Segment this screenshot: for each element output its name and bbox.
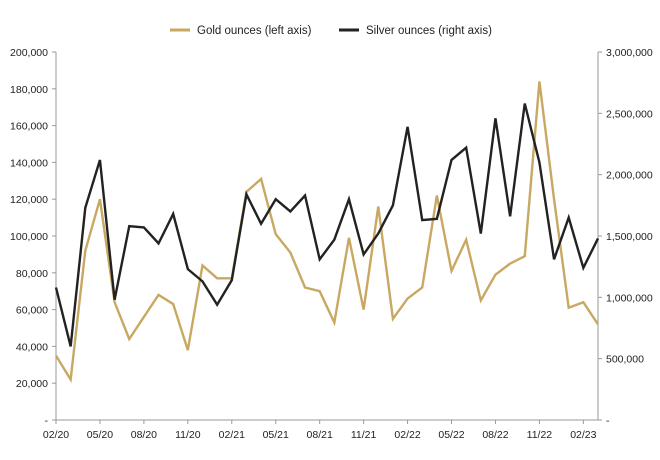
x-tick-label: 11/20 [175, 429, 201, 441]
y-left-tick-label: 160,000 [10, 121, 48, 133]
legend-label-silver: Silver ounces (right axis) [366, 25, 492, 37]
x-tick-label: 08/20 [131, 429, 157, 441]
x-tick-label: 02/22 [394, 429, 420, 441]
y-right-tick-label: 1,500,000 [606, 231, 653, 243]
y-right-tick-label: 3,000,000 [606, 47, 653, 59]
x-tick-label: 05/20 [87, 429, 113, 441]
y-left-axis-ticks: - 20,000 40,000 60,000 80,000 100,000 120,000 1… [10, 47, 56, 427]
y-left-tick-label: 20,000 [16, 378, 48, 390]
x-tick-label: 02/23 [570, 429, 596, 441]
x-tick-label: 05/21 [263, 429, 289, 441]
y-right-tick-label: 500,000 [606, 354, 644, 366]
x-tick-label: 05/22 [438, 429, 464, 441]
y-left-tick-label: 40,000 [16, 341, 48, 353]
y-right-axis-ticks: - 500,000 1,000,000 1,500,000 2,000,000 2,500… [598, 47, 653, 427]
y-left-tick-label: 100,000 [10, 231, 48, 243]
y-left-tick-label: - [45, 415, 49, 427]
x-axis-ticks: 02/20 05/20 08/20 11/20 02/21 05/21 08/21 11/21… [43, 420, 597, 441]
y-right-tick-label: - [606, 415, 610, 427]
x-tick-label: 02/21 [219, 429, 245, 441]
y-left-tick-label: 120,000 [10, 194, 48, 206]
legend-label-gold: Gold ounces (left axis) [197, 25, 312, 37]
y-left-tick-label: 60,000 [16, 305, 48, 317]
y-left-tick-label: 180,000 [10, 84, 48, 96]
y-right-tick-label: 1,000,000 [606, 292, 653, 304]
y-right-tick-label: 2,500,000 [606, 108, 653, 120]
x-tick-label: 11/22 [527, 429, 553, 441]
x-tick-label: 02/20 [43, 429, 69, 441]
series-layer [54, 81, 600, 384]
legend: Gold ounces (left axis) Silver ounces (r… [170, 25, 492, 37]
y-right-tick-label: 2,000,000 [606, 170, 653, 182]
y-left-tick-label: 200,000 [10, 47, 48, 59]
gold-series-line [54, 81, 599, 384]
y-left-tick-label: 80,000 [16, 268, 48, 280]
x-tick-label: 08/21 [307, 429, 333, 441]
x-tick-label: 08/22 [482, 429, 508, 441]
x-tick-label: 11/21 [351, 429, 377, 441]
y-left-tick-label: 140,000 [10, 157, 48, 169]
silver-series-line [54, 103, 600, 347]
